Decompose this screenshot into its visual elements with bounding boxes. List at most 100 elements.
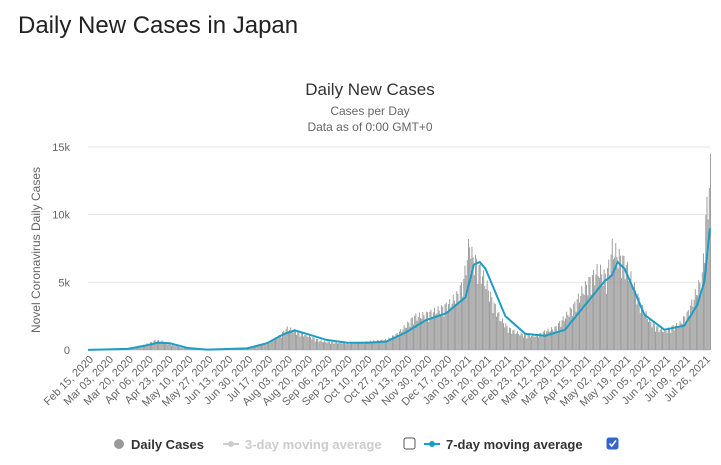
daily-cases-bar [456, 291, 458, 350]
daily-cases-bar [193, 349, 195, 350]
daily-cases-bar [135, 346, 137, 350]
daily-cases-bar [563, 321, 565, 350]
daily-cases-bar [259, 344, 261, 350]
daily-cases-bar [443, 316, 445, 350]
daily-cases-bar [417, 316, 419, 350]
daily-cases-bar [514, 334, 516, 350]
daily-cases-bar [450, 307, 452, 350]
daily-cases-bar [340, 343, 342, 350]
daily-cases-bar [672, 325, 674, 350]
daily-cases-bar [467, 238, 469, 350]
daily-cases-bar [314, 341, 316, 350]
checkmark-icon [608, 440, 617, 448]
daily-cases-bar [690, 305, 692, 350]
daily-cases-bar [583, 294, 585, 350]
daily-cases-bar [151, 341, 153, 350]
daily-cases-bar [623, 255, 625, 350]
daily-cases-bar [698, 280, 700, 350]
daily-cases-bar [299, 336, 301, 350]
daily-cases-bar [641, 305, 642, 350]
daily-cases-bar [594, 285, 596, 350]
daily-cases-bar [301, 332, 303, 350]
daily-cases-bar [434, 307, 436, 350]
daily-cases-bar [376, 340, 378, 350]
daily-cases-bar [648, 321, 649, 350]
daily-cases-bar [501, 318, 503, 350]
daily-cases-bar [431, 318, 433, 350]
daily-cases-bar [618, 248, 620, 350]
daily-cases-bar [332, 341, 334, 350]
daily-cases-bar [296, 334, 298, 350]
checkbox-7-day-average[interactable] [606, 437, 619, 450]
daily-cases-bar [660, 327, 662, 350]
daily-cases-bar [278, 335, 280, 350]
daily-cases-bar [664, 329, 666, 350]
daily-cases-bar [318, 341, 320, 350]
daily-cases-bar [559, 321, 561, 350]
legend-item-3-day-average[interactable]: 3-day moving average [223, 437, 416, 452]
daily-cases-bar [341, 343, 343, 350]
daily-cases-bar [458, 303, 460, 350]
daily-cases-bar [662, 331, 663, 350]
daily-cases-bar [591, 275, 593, 350]
daily-cases-bar [182, 348, 184, 350]
daily-cases-bar [279, 335, 281, 350]
daily-cases-bar [181, 347, 183, 350]
daily-cases-bar [404, 327, 406, 350]
daily-cases-bar [479, 263, 481, 350]
daily-cases-bar [372, 342, 374, 350]
daily-cases-bars [88, 153, 711, 350]
daily-cases-bar [190, 348, 192, 350]
daily-cases-bar [292, 332, 294, 350]
daily-cases-bar [683, 316, 685, 350]
daily-cases-bar [593, 269, 595, 350]
daily-cases-bar [165, 341, 167, 350]
daily-cases-bar [307, 337, 309, 350]
daily-cases-bar [646, 318, 648, 350]
daily-cases-bar [291, 330, 293, 350]
daily-cases-bar [625, 265, 627, 350]
daily-cases-bar [276, 338, 278, 350]
daily-cases-bar [600, 264, 602, 350]
daily-cases-bar [464, 265, 466, 350]
daily-cases-bar [542, 331, 544, 350]
daily-cases-bar [681, 324, 683, 350]
daily-cases-bar [510, 328, 512, 350]
daily-cases-bar [286, 326, 288, 350]
daily-cases-bar [701, 272, 703, 350]
daily-cases-bar [266, 342, 268, 350]
daily-cases-bar [490, 291, 492, 350]
daily-cases-bar [303, 336, 305, 350]
daily-cases-bar [356, 343, 358, 350]
chart-title: Daily New Cases [305, 80, 434, 99]
daily-cases-bar [611, 238, 613, 350]
daily-cases-bar [666, 332, 668, 350]
daily-cases-bar [582, 293, 584, 350]
daily-cases-bar [507, 332, 509, 350]
legend-item-7-day-average[interactable]: 7-day moving average [424, 437, 619, 452]
daily-cases-bar [342, 342, 344, 350]
daily-cases-bar [300, 332, 302, 350]
daily-cases-bar [679, 321, 681, 350]
daily-cases-bar [379, 342, 381, 350]
daily-cases-bar [566, 311, 568, 350]
legend-item-daily-cases[interactable]: Daily Cases [114, 437, 204, 452]
y-tick-label: 5k [58, 277, 70, 289]
daily-cases-bar [310, 337, 312, 350]
daily-cases-bar [499, 321, 501, 350]
daily-cases-bar [710, 153, 711, 350]
daily-cases-bar [388, 337, 390, 350]
daily-cases-bar [697, 295, 699, 350]
daily-cases-bar [265, 344, 267, 350]
checkbox-3-day-average[interactable] [403, 437, 416, 450]
daily-cases-bar [333, 343, 335, 350]
daily-cases-bar [381, 339, 383, 350]
daily-cases-bar [183, 347, 185, 350]
daily-cases-bar [553, 331, 555, 350]
daily-cases-bar [665, 330, 667, 350]
daily-cases-bar [663, 332, 665, 350]
daily-cases-bar [667, 327, 669, 350]
daily-cases-bar [377, 340, 379, 350]
daily-cases-bar [441, 305, 443, 350]
